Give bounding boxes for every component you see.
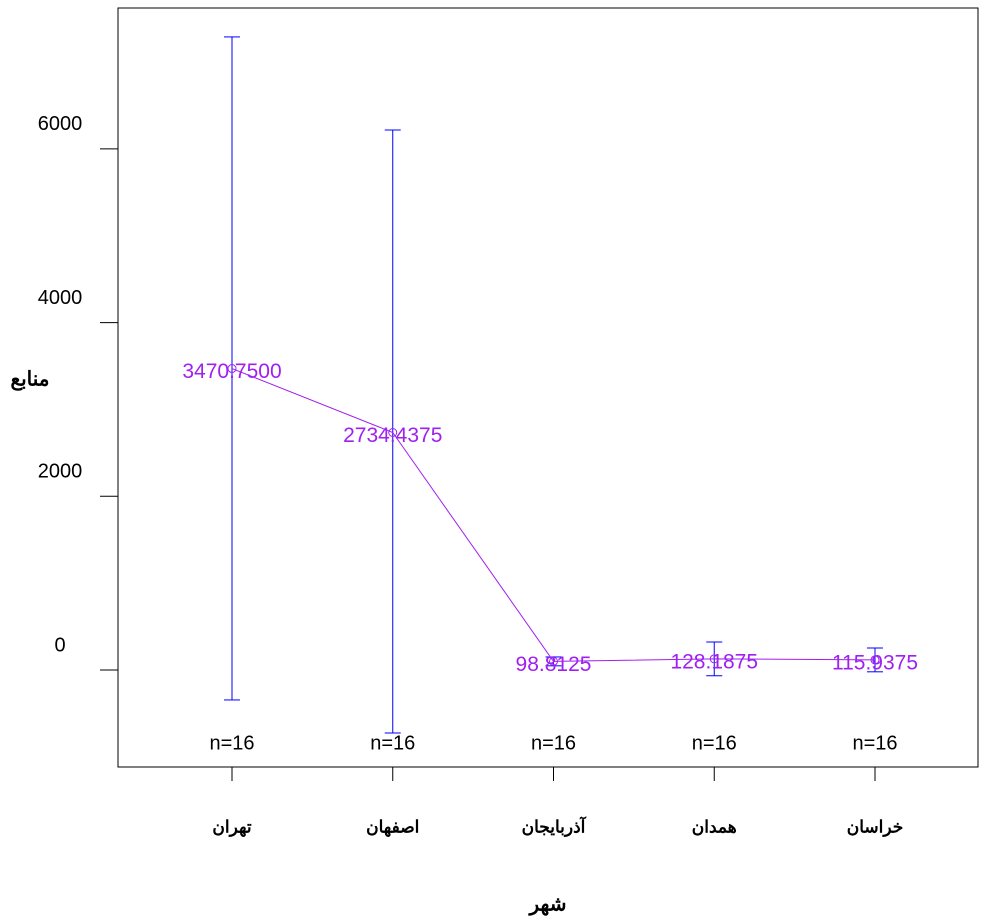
value-label: 98.8125: [516, 653, 592, 676]
value-label: 2734.4375: [343, 424, 442, 447]
y-tick-label: 0: [54, 634, 65, 656]
x-tick-label: همدان: [692, 818, 737, 838]
value-label: 128.1875: [670, 650, 758, 673]
n-label: n=16: [531, 732, 576, 754]
mean-point: [870, 655, 880, 665]
n-label: n=16: [692, 732, 737, 754]
value-label: 115.9375: [832, 651, 918, 674]
mean-point: [388, 427, 398, 437]
n-label: n=16: [852, 732, 897, 754]
mean-point: [549, 656, 558, 666]
y-tick-label: 4000: [38, 287, 83, 309]
x-tick-label: آذربایجان: [522, 816, 587, 838]
x-tick-label: تهران: [212, 818, 251, 838]
x-tick-label: خراسان: [847, 818, 904, 838]
y-tick-label: 6000: [38, 113, 83, 135]
value-label: 3470.7500: [182, 360, 281, 383]
mean-point: [227, 364, 237, 374]
x-axis-label: شهر: [527, 892, 566, 917]
x-tick-label: اصفهان: [366, 818, 419, 838]
y-tick-label: 2000: [38, 461, 83, 483]
plot-frame: [117, 7, 979, 768]
n-label: n=16: [209, 732, 254, 754]
n-label: n=16: [370, 732, 415, 754]
mean-line: [231, 368, 876, 662]
mean-point: [709, 654, 719, 664]
y-axis-label: منابع: [10, 367, 49, 392]
